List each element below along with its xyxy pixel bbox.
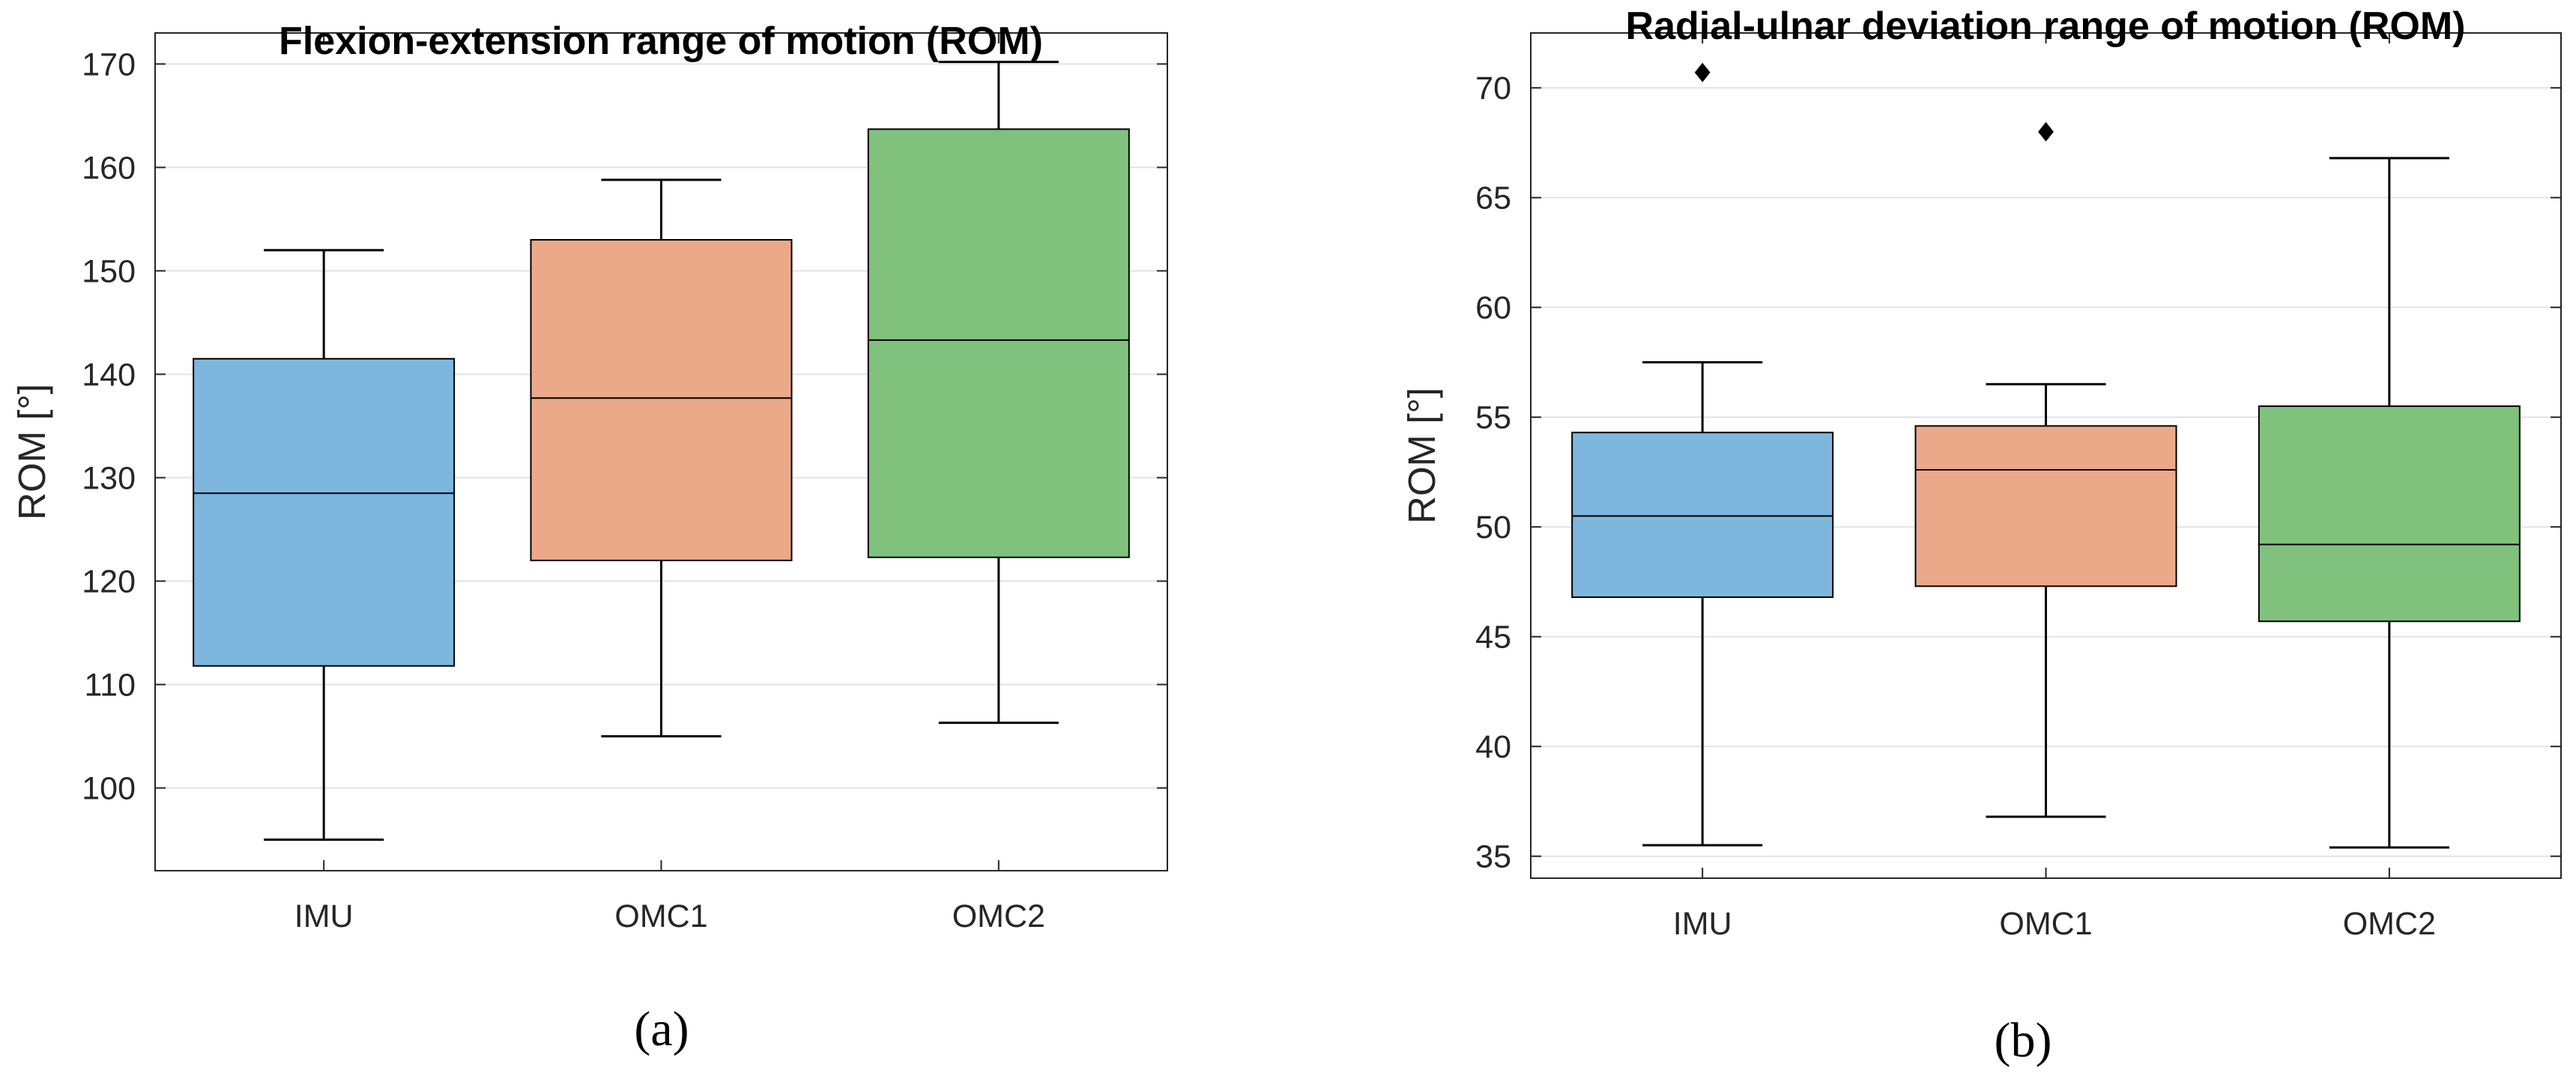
y-axis-label: ROM [°] [1400,387,1443,524]
y-tick-label: 65 [1475,181,1511,217]
y-tick-label: 160 [82,150,136,186]
chart-panel-b: 35 40 45 50 55 60 65 70 IMU OMC1 OMC2 Radial-ulnar … [1400,4,2562,1068]
y-tick-label: 110 [84,668,136,704]
outlier-point [1694,62,1711,82]
y-tick-label: 40 [1475,729,1511,765]
y-tick-label: 100 [82,771,136,807]
box-omc2 [2258,157,2521,849]
box-iqr [530,239,793,561]
y-tick-label: 60 [1475,290,1511,326]
x-tick-label: OMC2 [2343,906,2436,942]
x-tick-label: IMU [1673,906,1732,942]
y-tick-label: 140 [82,357,136,393]
y-tick-label: 35 [1475,839,1511,875]
panel-label: (b) [1995,1013,2052,1068]
panel-label: (a) [634,1002,689,1057]
chart-panel-a: 100 110 120 130 140 150 160 170 IMU OMC1 OMC2 Flexi… [10,19,1168,1057]
box-iqr [1914,425,2177,587]
y-tick-label: 45 [1475,620,1511,656]
x-tick-label: OMC1 [1999,906,2092,942]
axes-frame [1530,32,2562,879]
y-axis-label: ROM [°] [10,384,53,520]
y-tick-label: 120 [82,564,136,600]
box-imu [1571,62,1834,847]
chart-title: Radial-ulnar deviation range of motion (… [1626,4,2466,48]
y-tick-label: 55 [1475,400,1511,436]
y-tick-label: 50 [1475,510,1511,545]
y-tick-label: 70 [1475,70,1511,106]
box-imu [193,249,456,841]
axes-frame [154,32,1168,871]
box-omc1 [1914,121,2177,818]
box-iqr [2258,405,2521,623]
y-tick-label: 130 [82,461,136,497]
outlier-point [2038,121,2054,142]
x-tick-label: OMC2 [952,898,1045,934]
box-omc2 [867,61,1130,725]
y-tick-label: 150 [82,253,136,289]
box-iqr [1571,432,1834,598]
box-iqr [867,128,1130,558]
chart-title: Flexion-extension range of motion (ROM) [279,19,1043,63]
box-iqr [193,357,456,667]
y-tick-label: 170 [82,46,136,82]
box-omc1 [530,178,793,738]
x-tick-label: IMU [294,898,354,934]
x-tick-label: OMC1 [614,898,707,934]
